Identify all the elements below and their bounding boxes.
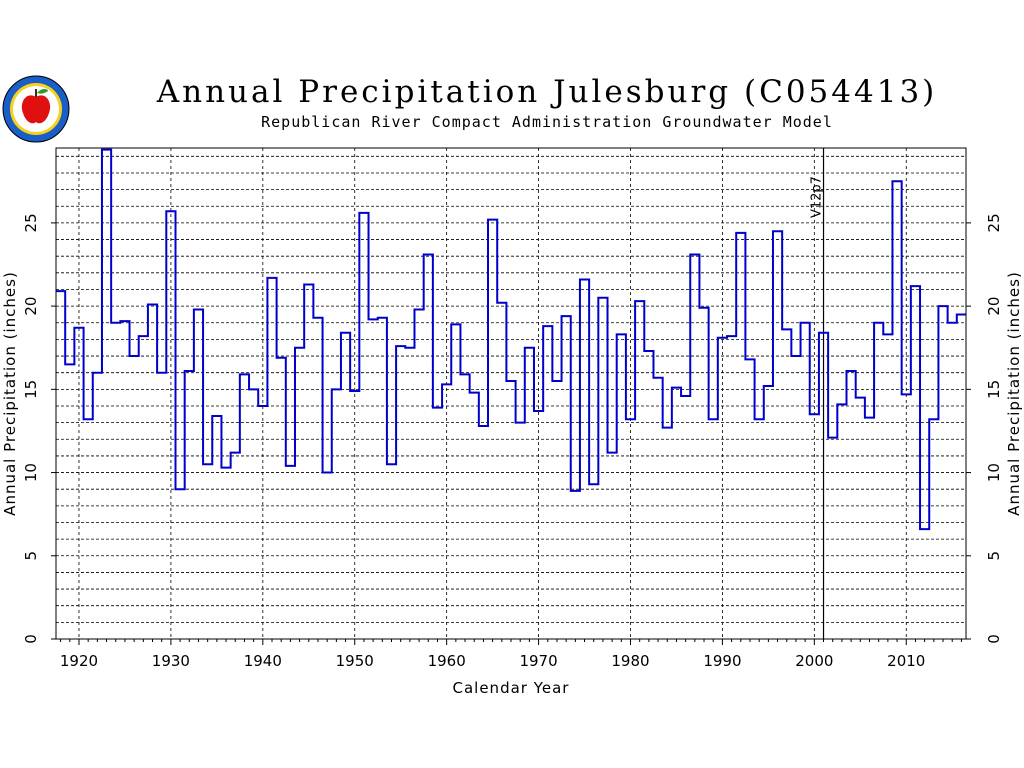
x-tick-label: 1960 (428, 652, 466, 670)
x-axis-title: Calendar Year (453, 679, 570, 697)
x-tick-label: 1950 (336, 652, 374, 670)
y-tick-label-right: 25 (985, 213, 1003, 232)
x-tick-label: 1930 (152, 652, 190, 670)
chart-title: Annual Precipitation Julesburg (C054413) (156, 74, 938, 110)
y-tick-label-left: 25 (22, 213, 40, 232)
x-tick-label: 1990 (703, 652, 741, 670)
chart-subtitle: Republican River Compact Administration … (261, 113, 833, 131)
y-tick-label-left: 20 (22, 297, 40, 316)
y-tick-label-left: 5 (22, 551, 40, 561)
annotation-label: V12p7 (810, 176, 825, 218)
marker-layer: V12p7 (810, 148, 825, 639)
y-tick-label-right: 0 (985, 634, 1003, 644)
tick-layer: 1920 1930 1940 1950 1960 1970 1980 1990 2000 2010… (22, 213, 1003, 670)
y-tick-label-right: 5 (985, 551, 1003, 561)
x-tick-label: 1970 (519, 652, 557, 670)
y-tick-label-left: 15 (22, 380, 40, 399)
x-tick-label: 2010 (887, 652, 925, 670)
y-tick-label-left: 10 (22, 463, 40, 482)
y-tick-label-left: 0 (22, 634, 40, 644)
series-layer (56, 148, 966, 531)
x-tick-label: 1920 (60, 652, 98, 670)
y-axis-title-right: Annual Precipitation (inches) (1005, 271, 1023, 516)
x-tick-label: 2000 (795, 652, 833, 670)
y-tick-label-right: 15 (985, 380, 1003, 399)
plot-frame (55, 147, 967, 640)
x-tick-label: 1980 (611, 652, 649, 670)
y-tick-label-right: 10 (985, 463, 1003, 482)
y-tick-label-right: 20 (985, 297, 1003, 316)
series-line (56, 148, 966, 531)
grid-layer (56, 148, 966, 639)
y-axis-title-left: Annual Precipitation (inches) (1, 271, 19, 516)
x-tick-label: 1940 (244, 652, 282, 670)
state-seal-logo (2, 75, 70, 143)
